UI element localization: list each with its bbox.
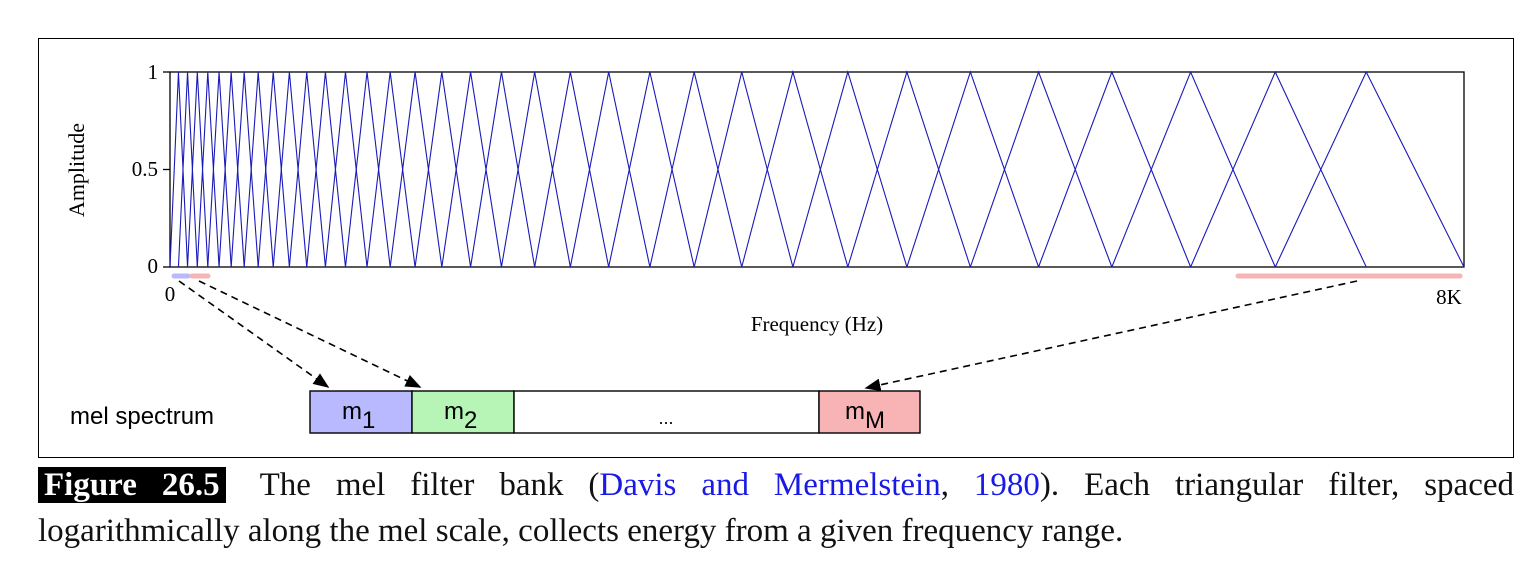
triangular-filter: [257, 71, 290, 268]
triangular-filter: [969, 70, 1113, 268]
triangular-filter: [414, 71, 472, 268]
caption-text-before: The mel filter bank (: [259, 467, 600, 503]
triangular-filter: [177, 71, 198, 268]
triangular-filter: [196, 71, 220, 268]
triangular-filter: [534, 71, 610, 268]
figure-frame: [38, 38, 1514, 458]
citation-separator: ,: [940, 467, 974, 503]
triangular-filter: [272, 71, 308, 268]
y-tick-label: 0: [148, 254, 159, 278]
mel-cell-m2: [411, 390, 515, 434]
y-tick-label: 0.5: [132, 157, 158, 181]
arrow-to-mM: [864, 280, 1358, 392]
mel-cell-mM: [818, 390, 921, 434]
mel-cell-ellipsis-text: ...: [658, 408, 673, 428]
triangular-filter: [792, 70, 908, 268]
triangular-filter: [306, 71, 347, 268]
mel-cell-m2-text: m2: [444, 398, 477, 434]
triangular-filters: [169, 69, 1465, 268]
x-axis-label: Frequency (Hz): [751, 312, 883, 336]
mel-cell-m1-text: m1: [342, 398, 375, 434]
citation-authors-link[interactable]: Davis and Mermelstein: [599, 467, 941, 503]
mel-cell-m1: [309, 390, 413, 434]
y-axis-label: Amplitude: [64, 123, 89, 217]
triangular-filter: [649, 71, 743, 268]
triangular-filter: [389, 71, 443, 268]
triangular-filter: [608, 71, 695, 268]
figure-label: Figure 26.5: [38, 467, 226, 503]
triangular-filter: [470, 71, 536, 268]
triangular-filter: [569, 71, 651, 268]
triangular-filter: [366, 71, 416, 268]
triangular-filter: [1190, 70, 1367, 268]
mel-spectrum-vector: m1 m2 ... mM: [309, 390, 921, 434]
triangular-filter: [906, 70, 1040, 268]
y-tick-label: 1: [148, 60, 159, 84]
triangular-filter: [1038, 70, 1192, 268]
mel-filter-bank-diagram: 1 0.5 0 Amplitude 0 8K Frequency (Hz) me…: [64, 60, 1465, 434]
triangular-filter: [243, 71, 274, 268]
caption-text-after: ). Each triangular filter, spaced logari…: [38, 467, 1514, 549]
arrow-to-m1: [178, 280, 330, 388]
mel-cell-mM-text: mM: [845, 398, 885, 434]
triangular-filter: [693, 71, 794, 268]
triangular-filter: [500, 71, 571, 268]
citation-year-link[interactable]: 1980: [973, 467, 1040, 503]
triangular-filter: [218, 71, 245, 268]
triangular-filter: [324, 71, 368, 268]
x-tick-label-start: 0: [165, 282, 176, 306]
triangular-filter: [1274, 70, 1465, 268]
triangular-filter: [169, 71, 189, 268]
triangular-filter: [741, 69, 849, 268]
triangular-filter: [207, 71, 232, 268]
triangular-filter: [344, 71, 391, 268]
figure-caption: Figure 26.5 The mel filter bank (Davis an…: [38, 462, 1514, 554]
mel-spectrum-label: mel spectrum: [70, 403, 214, 430]
triangular-filter: [186, 71, 209, 268]
arrow-to-m2: [198, 280, 422, 388]
triangular-filter: [847, 70, 971, 268]
triangular-filter: [288, 71, 326, 268]
mel-cell-ellipsis: [513, 390, 820, 434]
triangular-filter: [1111, 70, 1276, 268]
triangular-filter: [230, 71, 259, 268]
x-tick-label-end: 8K: [1436, 285, 1462, 309]
triangular-filter: [441, 71, 503, 268]
